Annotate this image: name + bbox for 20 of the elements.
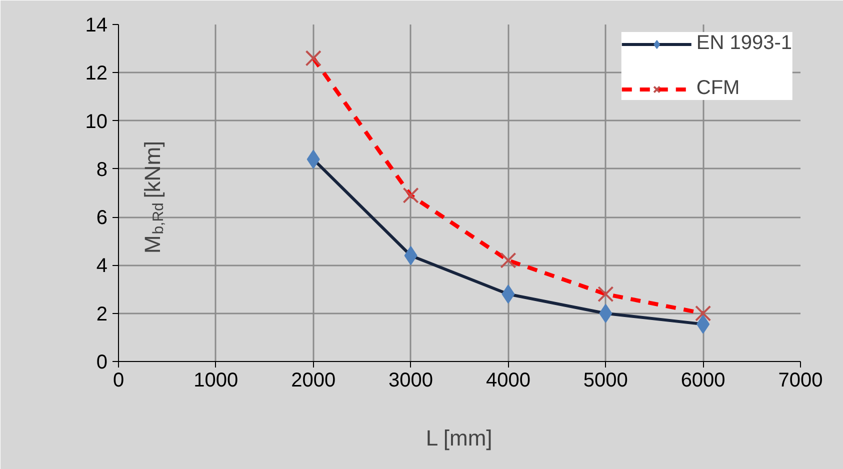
legend-label: CFM: [696, 77, 740, 100]
x-tick-label: 6000: [680, 370, 726, 392]
y-tick-label: 2: [96, 303, 108, 326]
x-tick-label: 3000: [388, 370, 434, 392]
y-tick-label: 8: [96, 158, 108, 181]
y-tick-label: 4: [96, 255, 108, 278]
x-tick-label: 4000: [486, 370, 530, 392]
legend-label: EN 1993-1: [696, 32, 792, 55]
y-tick-label: 12: [85, 62, 108, 85]
x-tick-label: 1000: [194, 370, 238, 392]
x-axis-title: L [mm]: [426, 426, 492, 450]
y-tick-label: 0: [96, 352, 108, 374]
y-tick-label: 14: [85, 14, 108, 36]
x-tick-label: 2000: [291, 370, 336, 392]
x-tick-label: 5000: [583, 370, 628, 392]
y-tick-label: 10: [85, 110, 108, 133]
x-tick-label: 0: [112, 370, 124, 392]
x-tick-label: 7000: [778, 370, 823, 392]
y-axis-title: Mb,Rd [kNm]: [140, 140, 167, 254]
y-tick-label: 6: [96, 207, 108, 230]
